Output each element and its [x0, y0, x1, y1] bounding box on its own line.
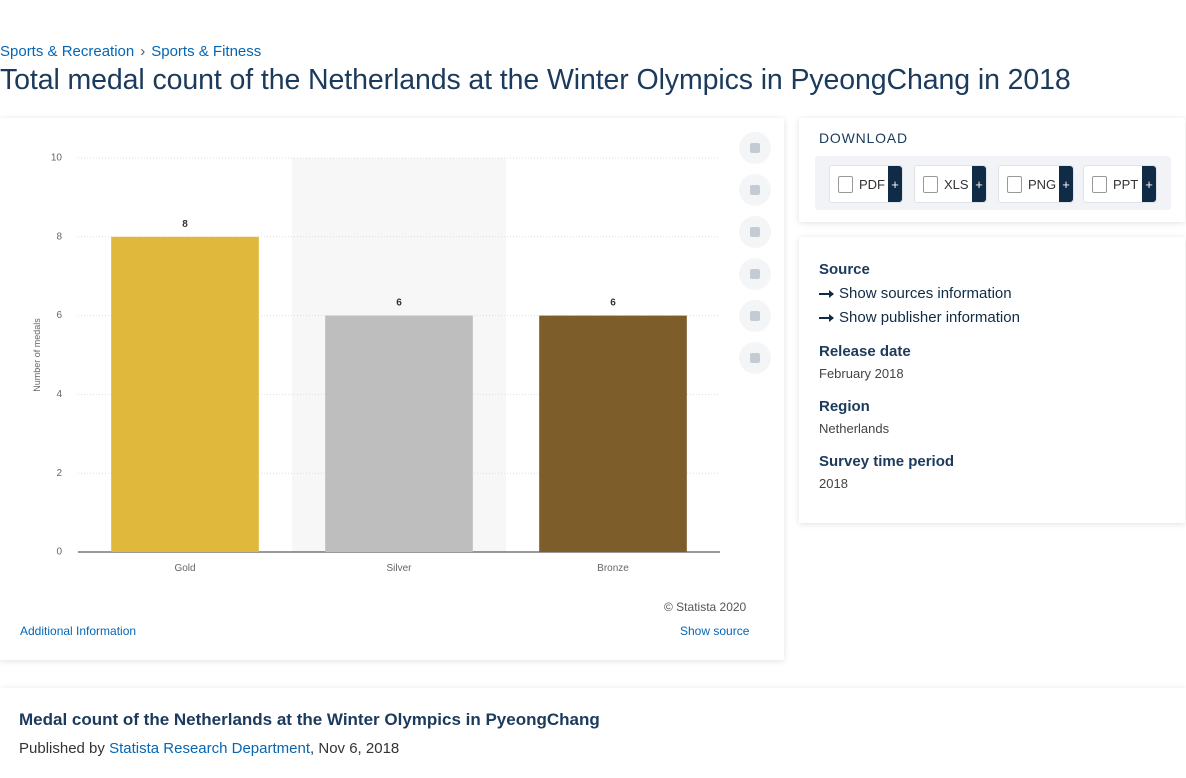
cite-button[interactable] [739, 300, 771, 332]
button-plus[interactable]: + [972, 166, 986, 202]
y-tick-label: 0 [56, 547, 62, 558]
breadcrumb-link[interactable]: Sports & Fitness [151, 43, 262, 60]
print-button[interactable] [739, 342, 771, 374]
download-button[interactable]: XLS + [914, 165, 987, 203]
release-value: February 2018 [819, 366, 904, 381]
download-button[interactable]: PNG + [998, 165, 1074, 203]
toolbar [739, 132, 771, 384]
bar [325, 315, 473, 552]
file-icon [1007, 175, 1022, 193]
chart-card: 0 2 4 6 8 10 Number of medals 8 Gold 6 Silver 6 Bron… [0, 118, 784, 660]
description-card [0, 688, 1186, 778]
x-tick-label: Bronze [597, 563, 629, 574]
y-tick-label: 8 [56, 231, 62, 242]
button-label[interactable]: XLS [944, 176, 969, 192]
download-button[interactable]: PDF + [829, 165, 903, 203]
link-text[interactable]: Show sources information [839, 285, 1012, 302]
description-title: Medal count of the Netherlands at the Wi… [19, 710, 600, 729]
separator: › [140, 43, 146, 60]
details-card [799, 237, 1185, 523]
publisher-link[interactable]: Statista Research Department [109, 740, 311, 757]
y-tick-label: 10 [51, 153, 63, 164]
data-label: 8 [182, 219, 188, 230]
y-axis-label: Number of medals [32, 318, 42, 392]
period-value: 2018 [819, 476, 848, 491]
bar [539, 315, 687, 552]
published-by: Published by [19, 740, 105, 757]
show-source-link[interactable]: Show source [680, 624, 750, 638]
button-label[interactable]: PNG [1028, 176, 1057, 192]
file-icon [923, 175, 938, 193]
page-title: Total medal count of the Netherlands at … [0, 64, 1071, 96]
button-plus[interactable]: + [1142, 166, 1156, 202]
alert-button[interactable] [739, 174, 771, 206]
button-label[interactable]: PPT [1113, 176, 1139, 192]
share-button[interactable] [739, 258, 771, 290]
x-tick-label: Silver [386, 563, 412, 574]
source-heading: Source [819, 261, 870, 278]
download-button[interactable]: PPT + [1083, 165, 1157, 203]
button-label[interactable]: PDF [859, 176, 885, 192]
file-icon [838, 175, 853, 193]
region-value: Netherlands [819, 421, 890, 436]
favorite-button[interactable] [739, 132, 771, 164]
release-heading: Release date [819, 343, 911, 360]
button-plus[interactable]: + [1059, 166, 1073, 202]
download-row: PDF + XLS + PNG + PPT + [815, 156, 1171, 210]
published-date: Nov 6, 2018 [318, 740, 400, 757]
region-heading: Region [819, 398, 870, 415]
download-heading: DOWNLOAD [819, 130, 908, 146]
copyright: © Statista 2020 [664, 600, 747, 614]
bar [111, 236, 259, 553]
data-label: 6 [396, 298, 402, 309]
button-plus[interactable]: + [888, 166, 902, 202]
y-tick-label: 2 [56, 468, 62, 479]
published-line: Published by Statista Research Departmen… [19, 740, 400, 757]
x-tick-label: Gold [174, 563, 195, 574]
page: Statista chart page html, body { margin:… [0, 43, 1185, 757]
chart: 0 2 4 6 8 10 Number of medals 8 Gold 6 Silver 6 Bron… [32, 153, 720, 574]
additional-info-link[interactable]: Additional Information [20, 624, 137, 638]
link-text[interactable]: Show publisher information [839, 309, 1020, 326]
body: {"breadcrumb": ["Sports & Recreation", "… [0, 43, 1185, 757]
breadcrumb: Sports & Recreation › Sports & Fitness [0, 43, 261, 60]
file-icon [1092, 175, 1107, 193]
y-tick-label: 6 [56, 310, 62, 321]
data-label: 6 [610, 298, 616, 309]
sources-link[interactable]: Show sources information [819, 285, 1012, 302]
publisher-link[interactable]: Show publisher information [819, 309, 1020, 326]
breadcrumb-link[interactable]: Sports & Recreation [0, 43, 135, 60]
y-tick-label: 4 [56, 389, 62, 400]
period-heading: Survey time period [819, 453, 955, 470]
settings-button[interactable] [739, 216, 771, 248]
